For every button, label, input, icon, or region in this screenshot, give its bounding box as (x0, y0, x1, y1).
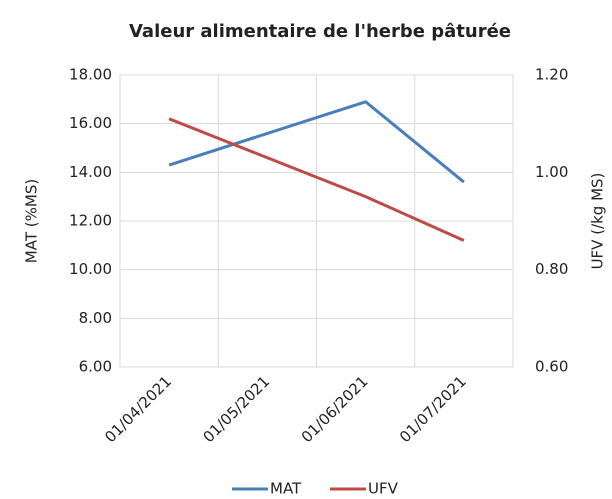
y-tick-label: 12.00 (69, 212, 112, 230)
y-tick-label: 14.00 (69, 163, 112, 181)
x-tick-label: 01/06/2021 (298, 372, 372, 446)
y-tick-label: 18.00 (69, 66, 112, 84)
x-tick-label: 01/05/2021 (200, 372, 274, 446)
plot-border (119, 74, 514, 368)
y2-axis-title: UFV (/kg MS) (589, 173, 607, 270)
y-tick-label: 10.00 (69, 260, 112, 278)
y-tick-label: 6.00 (79, 358, 112, 376)
y-tick-label: 8.00 (79, 309, 112, 327)
y2-tick-label: 0.60 (535, 358, 568, 376)
series-line (168, 100, 465, 184)
y2-tick-label: 0.80 (535, 260, 568, 278)
x-tick-label: 01/04/2021 (101, 372, 175, 446)
y2-tick-label: 1.20 (535, 66, 568, 84)
legend-label: UFV (368, 480, 399, 498)
chart-title: Valeur alimentaire de l'herbe pâturée (129, 21, 511, 42)
y2-tick-label: 1.00 (535, 163, 568, 181)
y-axis-title: MAT (%MS) (23, 179, 41, 263)
y-tick-label: 16.00 (69, 114, 112, 132)
x-tick-label: 01/07/2021 (396, 372, 470, 446)
series-line (168, 117, 465, 242)
legend-label: MAT (270, 480, 302, 498)
